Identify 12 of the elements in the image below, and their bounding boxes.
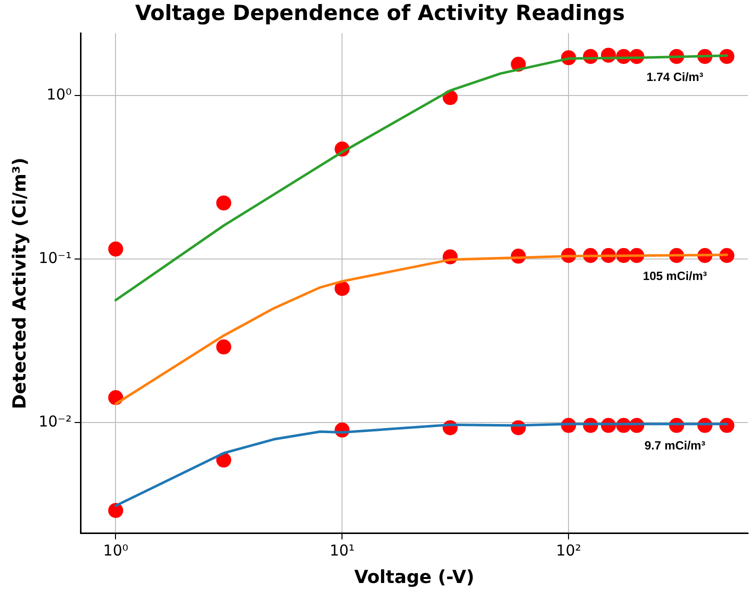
y-tick-label: 10⁻¹: [38, 248, 72, 267]
annotation: 105 mCi/m³: [642, 269, 707, 284]
annotation: 1.74 Ci/m³: [646, 70, 704, 84]
y-axis-title: Detected Activity (Ci/m³): [9, 158, 30, 410]
annotation: 9.7 mCi/m³: [644, 438, 706, 452]
x-tick-label: 10⁰: [103, 541, 128, 560]
y-tick-label: 10⁰: [46, 85, 72, 104]
x-tick-label: 10²: [556, 541, 582, 560]
y-tick-label: 10⁻²: [38, 412, 72, 430]
chart-title: Voltage Dependence of Activity Readings: [135, 1, 625, 26]
x-axis-title: Voltage (-V): [354, 566, 474, 588]
x-tick-label: 10¹: [330, 541, 355, 560]
